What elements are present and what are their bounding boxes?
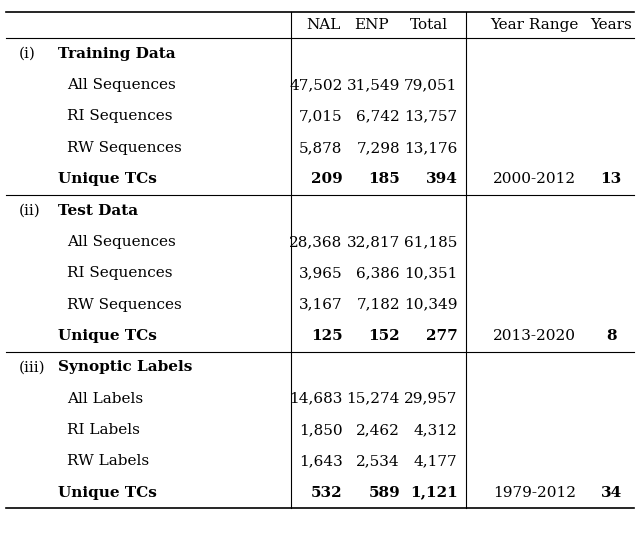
Text: 29,957: 29,957: [404, 391, 458, 405]
Text: 7,298: 7,298: [356, 141, 400, 155]
Text: 47,502: 47,502: [289, 78, 342, 92]
Text: 10,351: 10,351: [404, 266, 458, 280]
Text: 61,185: 61,185: [404, 235, 458, 249]
Text: 394: 394: [426, 172, 458, 186]
Text: 28,368: 28,368: [289, 235, 342, 249]
Text: Unique TCs: Unique TCs: [58, 486, 156, 500]
Text: 152: 152: [369, 329, 400, 343]
Text: 32,817: 32,817: [347, 235, 400, 249]
Text: 1979-2012: 1979-2012: [493, 486, 576, 500]
Text: RI Labels: RI Labels: [67, 423, 140, 437]
Text: Unique TCs: Unique TCs: [58, 329, 156, 343]
Text: Training Data: Training Data: [58, 47, 175, 61]
Text: 13,757: 13,757: [404, 110, 458, 124]
Text: All Sequences: All Sequences: [67, 78, 176, 92]
Text: RI Sequences: RI Sequences: [67, 110, 173, 124]
Text: 3,167: 3,167: [299, 298, 342, 312]
Text: 7,015: 7,015: [299, 110, 342, 124]
Text: 13: 13: [600, 172, 622, 186]
Text: 3,965: 3,965: [299, 266, 342, 280]
Text: 31,549: 31,549: [347, 78, 400, 92]
Text: Years: Years: [590, 18, 632, 32]
Text: 4,177: 4,177: [414, 454, 458, 468]
Text: 1,121: 1,121: [410, 486, 458, 500]
Text: 15,274: 15,274: [347, 391, 400, 405]
Text: 14,683: 14,683: [289, 391, 342, 405]
Text: (ii): (ii): [19, 203, 41, 217]
Text: 2,534: 2,534: [356, 454, 400, 468]
Text: ENP: ENP: [354, 18, 388, 32]
Text: 589: 589: [368, 486, 400, 500]
Text: 125: 125: [311, 329, 342, 343]
Text: RW Labels: RW Labels: [67, 454, 149, 468]
Text: 1,850: 1,850: [299, 423, 342, 437]
Text: Total: Total: [410, 18, 448, 32]
Text: 34: 34: [600, 486, 622, 500]
Text: Unique TCs: Unique TCs: [58, 172, 156, 186]
Text: (iii): (iii): [19, 360, 46, 374]
Text: NAL: NAL: [306, 18, 340, 32]
Text: 6,386: 6,386: [356, 266, 400, 280]
Text: 6,742: 6,742: [356, 110, 400, 124]
Text: 8: 8: [606, 329, 616, 343]
Text: 79,051: 79,051: [404, 78, 458, 92]
Text: Year Range: Year Range: [490, 18, 579, 32]
Text: 185: 185: [368, 172, 400, 186]
Text: 209: 209: [310, 172, 342, 186]
Text: 2000-2012: 2000-2012: [493, 172, 576, 186]
Text: RW Sequences: RW Sequences: [67, 141, 182, 155]
Text: 5,878: 5,878: [299, 141, 342, 155]
Text: Test Data: Test Data: [58, 203, 138, 217]
Text: All Sequences: All Sequences: [67, 235, 176, 249]
Text: 277: 277: [426, 329, 458, 343]
Text: 2,462: 2,462: [356, 423, 400, 437]
Text: 532: 532: [311, 486, 342, 500]
Text: 4,312: 4,312: [414, 423, 458, 437]
Text: 13,176: 13,176: [404, 141, 458, 155]
Text: 10,349: 10,349: [404, 298, 458, 312]
Text: All Labels: All Labels: [67, 391, 143, 405]
Text: RI Sequences: RI Sequences: [67, 266, 173, 280]
Text: 1,643: 1,643: [299, 454, 342, 468]
Text: 7,182: 7,182: [356, 298, 400, 312]
Text: 2013-2020: 2013-2020: [493, 329, 576, 343]
Text: Synoptic Labels: Synoptic Labels: [58, 360, 192, 374]
Text: (i): (i): [19, 47, 36, 61]
Text: RW Sequences: RW Sequences: [67, 298, 182, 312]
